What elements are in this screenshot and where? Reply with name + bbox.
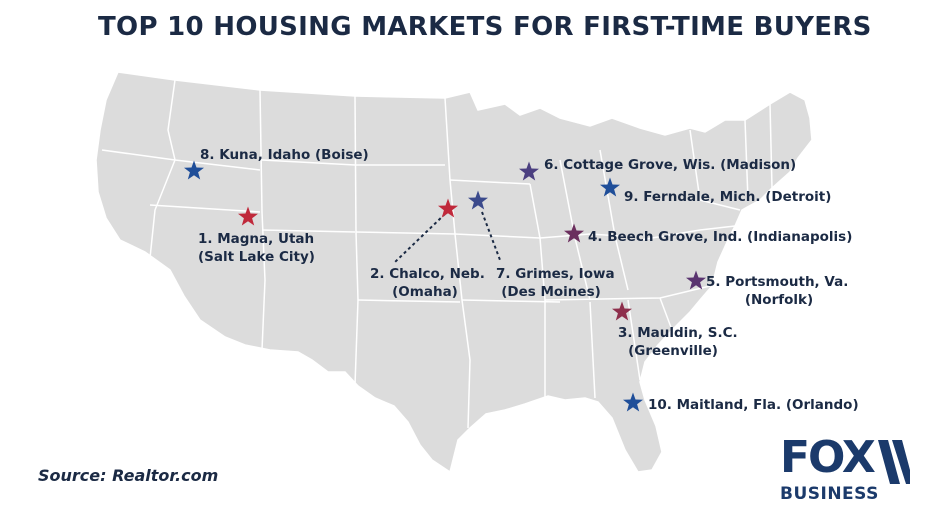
star-icon-1 (238, 206, 258, 226)
star-icon-8 (184, 160, 204, 180)
us-land (95, 71, 813, 474)
label-chalco: 2. Chalco, Neb. (Omaha) (370, 266, 485, 300)
label-beech-grove: 4. Beech Grove, Ind. (Indianapolis) (588, 229, 853, 245)
label-cottage-grove: 6. Cottage Grove, Wis. (Madison) (544, 157, 797, 173)
label-magna: 1. Magna, Utah (Salt Lake City) (198, 231, 315, 265)
logo-business-text: BUSINESS (780, 484, 879, 504)
fox-business-logo: FOX BUSINESS (780, 432, 910, 506)
star-icon-4 (564, 223, 584, 243)
map-title: TOP 10 HOUSING MARKETS FOR FIRST-TIME BU… (98, 12, 872, 42)
star-icon-3 (612, 301, 632, 321)
label-ferndale: 9. Ferndale, Mich. (Detroit) (624, 189, 832, 205)
leader-line-grimes (481, 211, 501, 261)
label-grimes: 7. Grimes, Iowa (Des Moines) (496, 266, 615, 300)
star-markers (184, 160, 706, 412)
star-icon-2 (438, 198, 458, 218)
logo-fox-text: FOX (780, 432, 876, 483)
label-kuna: 8. Kuna, Idaho (Boise) (200, 147, 369, 163)
state-borders (101, 79, 773, 429)
star-icon-6 (519, 161, 539, 181)
star-icon-10 (623, 392, 643, 412)
label-maitland: 10. Maitland, Fla. (Orlando) (648, 397, 859, 413)
label-portsmouth: 5. Portsmouth, Va. (Norfolk) (706, 274, 849, 308)
star-icon-5 (686, 270, 706, 290)
star-icon-7 (468, 190, 488, 210)
logo-stripes-icon (878, 440, 910, 484)
star-icon-9 (600, 177, 620, 197)
label-mauldin: 3. Mauldin, S.C. (Greenville) (618, 325, 738, 359)
source-credit: Source: Realtor.com (38, 466, 219, 485)
